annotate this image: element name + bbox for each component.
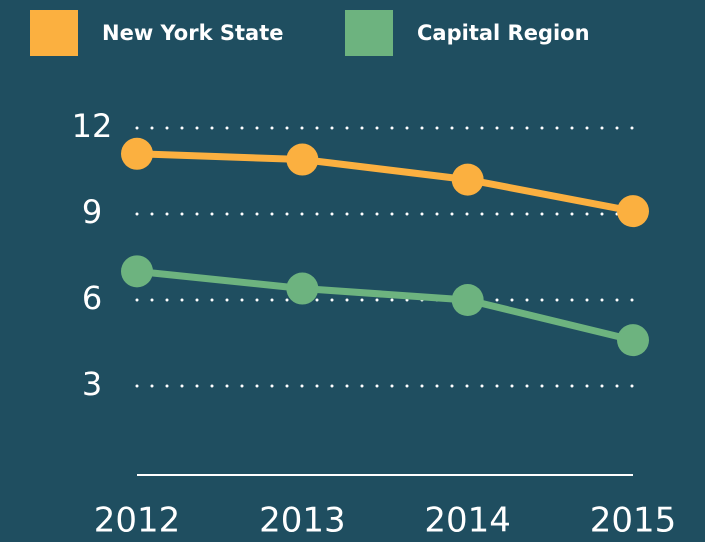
y-tick-label: 9 bbox=[82, 193, 102, 231]
legend-label: Capital Region bbox=[417, 21, 590, 45]
legend-swatch bbox=[345, 10, 393, 56]
data-point bbox=[617, 324, 649, 357]
x-tick-label: 2012 bbox=[94, 501, 181, 541]
data-point bbox=[451, 284, 484, 316]
data-point bbox=[286, 272, 319, 305]
x-tick-label: 2014 bbox=[424, 501, 511, 541]
data-point bbox=[286, 143, 319, 176]
series-line bbox=[136, 150, 634, 215]
data-point bbox=[121, 137, 153, 170]
series-line bbox=[136, 267, 634, 344]
y-tick-label: 12 bbox=[72, 107, 113, 145]
data-point bbox=[121, 255, 153, 288]
x-tick-label: 2015 bbox=[590, 501, 677, 541]
y-tick-label: 3 bbox=[82, 365, 102, 403]
data-point bbox=[451, 163, 484, 196]
data-point bbox=[617, 195, 649, 228]
legend-label: New York State bbox=[102, 21, 283, 45]
y-tick-label: 6 bbox=[82, 279, 102, 317]
legend-swatch bbox=[30, 10, 78, 56]
x-tick-label: 2013 bbox=[259, 501, 346, 541]
